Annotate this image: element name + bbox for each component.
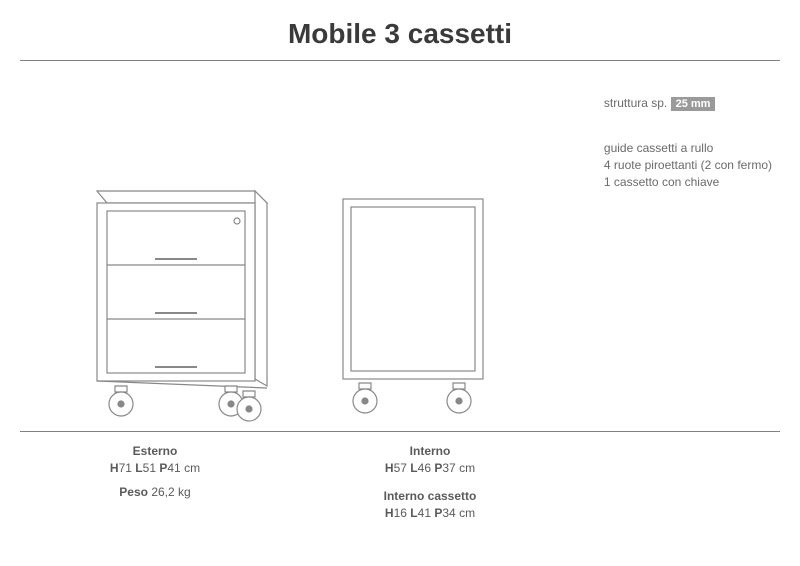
esterno-dims: H71 L51 P41 cm <box>20 461 290 475</box>
esterno-h: 71 <box>119 461 132 475</box>
spec-box: struttura sp. 25 mm guide cassetti a rul… <box>604 96 772 190</box>
ic-h: 16 <box>394 506 407 520</box>
main-area: struttura sp. 25 mm guide cassetti a rul… <box>0 61 800 431</box>
esterno-unit: cm <box>184 461 200 475</box>
ic-p: 34 <box>442 506 455 520</box>
esterno-p: 41 <box>167 461 180 475</box>
feature-item: guide cassetti a rullo <box>604 140 772 157</box>
interno-h: 57 <box>394 461 407 475</box>
interno-cassetto-label: Interno cassetto <box>290 489 570 503</box>
thickness-label: struttura sp. <box>604 96 667 110</box>
ic-l: 41 <box>418 506 431 520</box>
interno-col: Interno H57 L46 P37 cm Interno cassetto … <box>290 444 570 530</box>
peso-value: 26,2 kg <box>151 485 190 499</box>
interno-dims: H57 L46 P37 cm <box>290 461 570 475</box>
esterno-col: Esterno H71 L51 P41 cm Peso 26,2 kg <box>20 444 290 530</box>
ic-unit: cm <box>459 506 475 520</box>
dimensions-row: Esterno H71 L51 P41 cm Peso 26,2 kg Inte… <box>0 432 800 530</box>
esterno-label: Esterno <box>20 444 290 458</box>
peso-row: Peso 26,2 kg <box>20 485 290 499</box>
interno-l: 46 <box>418 461 431 475</box>
cabinet-front-drawing <box>85 181 280 436</box>
page-title: Mobile 3 cassetti <box>0 0 800 60</box>
feature-item: 4 ruote piroettanti (2 con fermo) <box>604 157 772 174</box>
interno-cassetto-dims: H16 L41 P34 cm <box>290 506 570 520</box>
feature-item: 1 cassetto con chiave <box>604 174 772 191</box>
features-list: guide cassetti a rullo 4 ruote piroettan… <box>604 140 772 190</box>
interno-unit: cm <box>459 461 475 475</box>
peso-label: Peso <box>119 485 148 499</box>
interno-label: Interno <box>290 444 570 458</box>
interno-p: 37 <box>442 461 455 475</box>
esterno-l: 51 <box>143 461 156 475</box>
thickness-badge: 25 mm <box>671 97 716 111</box>
thickness-row: struttura sp. 25 mm <box>604 96 772 110</box>
interno-cassetto-group: Interno cassetto H16 L41 P34 cm <box>290 489 570 520</box>
cabinet-side-drawing <box>335 191 495 436</box>
